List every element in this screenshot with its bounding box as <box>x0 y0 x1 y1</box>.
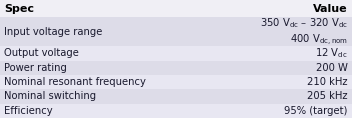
Text: Spec: Spec <box>4 4 34 14</box>
Bar <box>0 61 352 75</box>
Text: 205 kHz: 205 kHz <box>307 91 348 101</box>
Bar <box>0 104 352 118</box>
Bar <box>0 0 352 17</box>
Text: Power rating: Power rating <box>4 63 67 73</box>
Bar <box>0 89 352 104</box>
Bar <box>0 46 352 61</box>
Text: 210 kHz: 210 kHz <box>307 77 348 87</box>
Text: Nominal switching: Nominal switching <box>4 91 96 101</box>
Bar <box>0 17 352 46</box>
Text: 200 W: 200 W <box>316 63 348 73</box>
Text: Output voltage: Output voltage <box>4 48 79 58</box>
Text: Efficiency: Efficiency <box>4 106 53 116</box>
Text: Nominal resonant frequency: Nominal resonant frequency <box>4 77 146 87</box>
Bar <box>0 75 352 89</box>
Text: Value: Value <box>313 4 348 14</box>
Text: 12 V$_\mathregular{dc}$: 12 V$_\mathregular{dc}$ <box>315 46 348 60</box>
Text: Input voltage range: Input voltage range <box>4 27 102 37</box>
Text: 350 V$_\mathregular{dc}$ – 320 V$_\mathregular{dc}$
400 V$_\mathregular{dc,nom}$: 350 V$_\mathregular{dc}$ – 320 V$_\mathr… <box>259 16 348 48</box>
Text: 95% (target): 95% (target) <box>284 106 348 116</box>
